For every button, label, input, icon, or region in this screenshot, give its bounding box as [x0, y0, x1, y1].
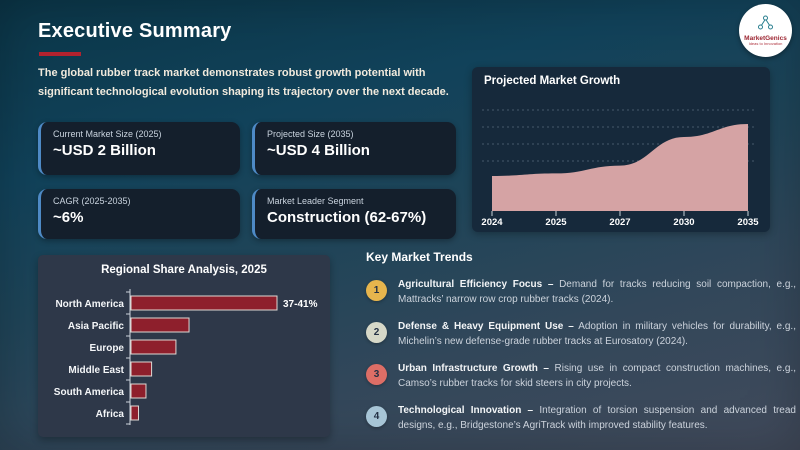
key-market-trends: Key Market Trends 1 Agricultural Efficie… — [366, 250, 796, 446]
svg-text:2035: 2035 — [737, 217, 759, 228]
stat-value: ~USD 4 Billion — [267, 142, 370, 159]
stat-label: CAGR (2025-2035) — [53, 196, 131, 206]
trend-text: Urban Infrastructure Growth – Rising use… — [398, 363, 797, 389]
stat-value: ~6% — [53, 209, 84, 226]
logo-tagline: Ideas to Innovation — [748, 40, 783, 46]
stat-card-projected-size: Projected Size (2035) ~USD 4 Billion — [252, 122, 456, 175]
stat-card-leader-segment: Market Leader Segment Construction (62-6… — [252, 189, 456, 239]
trend-item: 4 Technological Innovation – Integration… — [366, 404, 796, 433]
molecule-icon — [757, 15, 774, 35]
trend-number-badge: 3 — [366, 364, 387, 385]
trend-number-badge: 1 — [366, 280, 387, 301]
trend-text: Agricultural Efficiency Focus – Demand f… — [398, 279, 796, 305]
trend-text: Defense & Heavy Equipment Use – Adoption… — [398, 321, 796, 347]
page-title: Executive Summary — [38, 20, 232, 42]
trend-item: 3 Urban Infrastructure Growth – Rising u… — [366, 362, 796, 391]
trend-item: 2 Defense & Heavy Equipment Use – Adopti… — [366, 320, 796, 349]
logo-name: MarketGenics — [744, 34, 787, 42]
intro-text: The global rubber track market demonstra… — [38, 67, 449, 98]
growth-chart-title: Projected Market Growth — [484, 75, 621, 87]
growth-area-chart: 2024 2025 2027 2030 2035 — [478, 95, 764, 234]
stat-label: Projected Size (2035) — [267, 129, 354, 139]
trends-heading: Key Market Trends — [366, 250, 473, 264]
stat-cards: Current Market Size (2025) ~USD 2 Billio… — [38, 122, 456, 239]
trend-number-badge: 4 — [366, 406, 387, 427]
stat-card-current-size: Current Market Size (2025) ~USD 2 Billio… — [38, 122, 240, 175]
trend-text: Technological Innovation – Integration o… — [398, 405, 796, 431]
svg-text:South America: South America — [54, 387, 125, 398]
svg-text:37-41%: 37-41% — [283, 299, 318, 310]
svg-text:2025: 2025 — [545, 217, 567, 228]
regional-share-panel: Regional Share Analysis, 2025 North Amer… — [38, 255, 330, 437]
svg-text:2027: 2027 — [609, 217, 630, 228]
stat-card-cagr: CAGR (2025-2035) ~6% — [38, 189, 240, 239]
trend-number-badge: 2 — [366, 322, 387, 343]
svg-text:2030: 2030 — [673, 217, 694, 228]
projected-growth-panel: Projected Market Growth 2024 2025 2027 2030… — [472, 67, 770, 232]
svg-text:Asia Pacific: Asia Pacific — [68, 321, 125, 332]
stat-value: ~USD 2 Billion — [53, 142, 156, 159]
stat-value: Construction (62-67%) — [267, 209, 427, 226]
stat-label: Market Leader Segment — [267, 196, 364, 206]
svg-text:Middle East: Middle East — [68, 365, 124, 376]
svg-text:2024: 2024 — [481, 217, 503, 228]
trend-item: 1 Agricultural Efficiency Focus – Demand… — [366, 278, 796, 307]
svg-text:North America: North America — [55, 299, 124, 310]
title-underline — [39, 52, 81, 56]
svg-text:Africa: Africa — [96, 409, 125, 420]
regional-chart-title: Regional Share Analysis, 2025 — [101, 264, 267, 276]
regional-bar-chart: North America 37-41% Asia Pacific Europe Mid… — [42, 283, 326, 438]
logo: MarketGenics Ideas to Innovation — [739, 4, 792, 57]
svg-text:Europe: Europe — [90, 343, 125, 354]
stat-label: Current Market Size (2025) — [53, 129, 162, 139]
